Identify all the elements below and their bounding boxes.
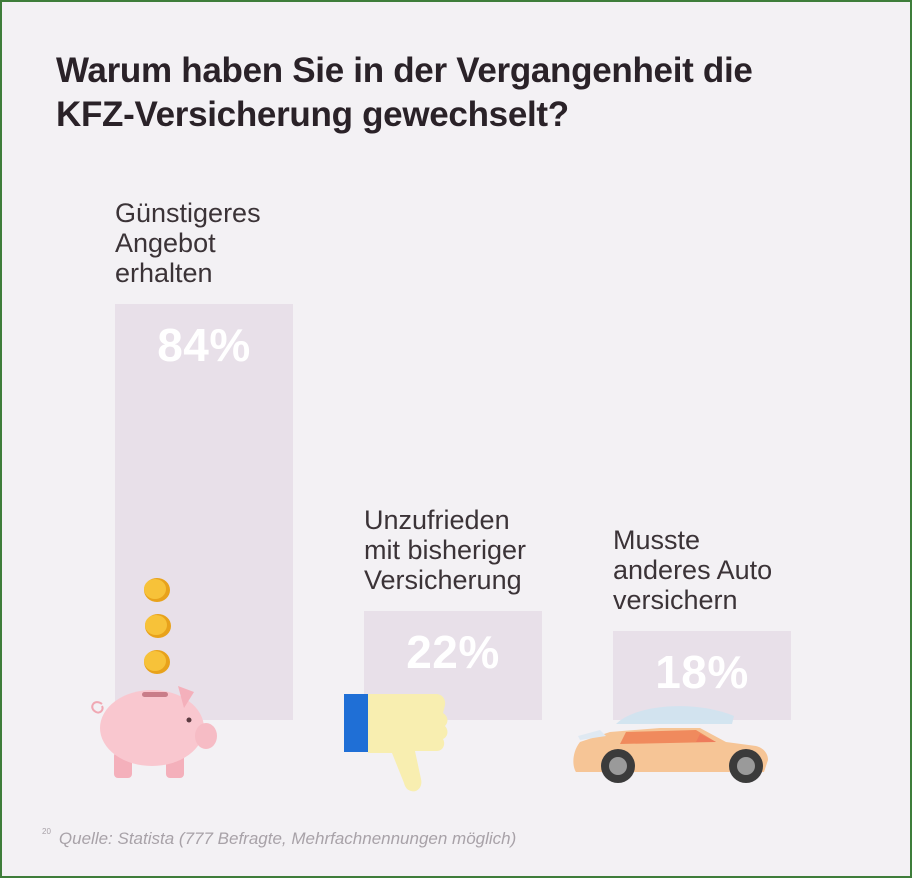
chart-title: Warum haben Sie in der Vergangenheit die… (56, 51, 753, 134)
category-label: Musste anderes Auto versichern (613, 525, 773, 615)
coins-illustration (144, 578, 171, 674)
bar-value-label: 22% (406, 626, 500, 678)
bar-value-label: 18% (655, 646, 749, 698)
category-label: Günstigeres Angebot erhalten (115, 198, 261, 288)
thumbs-down-icon (344, 694, 448, 792)
coin-icon (145, 614, 171, 638)
coin-icon (144, 578, 170, 602)
category-label: Unzufrieden mit bisheriger Versicherung (364, 505, 527, 595)
bar-3: 18% (613, 631, 791, 720)
piggy-bank-icon (91, 686, 217, 778)
source-note: 20 Quelle: Statista (777 Befragte, Mehrfa… (42, 827, 516, 849)
car-icon (573, 706, 768, 783)
source-marker: 20 (42, 827, 51, 836)
bar-1: 84% (115, 304, 293, 720)
coin-icon (144, 650, 170, 674)
source-text: Quelle: Statista (777 Befragte, Mehrfach… (58, 829, 517, 848)
bar-value-label: 84% (157, 319, 251, 371)
